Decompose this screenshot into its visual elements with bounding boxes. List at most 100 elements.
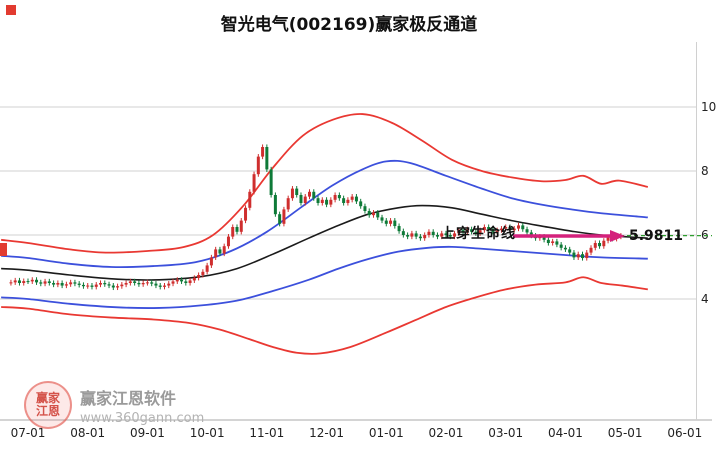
candle-body [393,220,397,227]
candle-body [180,279,184,282]
candle-body [218,249,222,254]
candle-body [380,217,384,221]
candle-body [470,229,474,232]
candle-body [308,191,312,197]
x-axis-label: 02-01 [429,426,464,440]
cross-arrow-head [610,230,625,242]
watermark-text: 赢家江恩软件 www.360gann.com [80,385,204,426]
candle-body [546,239,550,243]
candle-body [56,283,60,285]
channel-line-upper-channel-blue [1,159,648,269]
candle-body [167,283,171,286]
x-axis-label: 11-01 [249,426,284,440]
candle-body [448,235,452,237]
x-axis-label: 03-01 [488,426,523,440]
x-axis-label: 06-01 [667,426,702,440]
candle-body [116,286,120,288]
candle-body [350,196,354,200]
candle-body [491,229,495,232]
candle-body [43,281,47,284]
y-axis-label: 10 [701,100,716,114]
candle-body [99,283,103,285]
candle-body [128,281,132,283]
candle-body [261,147,265,157]
candle-body [235,227,239,232]
candle-body [120,284,124,287]
channel-line-upper-rail-red [1,113,649,254]
candle-body [406,235,410,237]
candle-body [397,226,401,232]
logo-text-top: 赢家 [35,390,60,405]
candle-body [184,281,188,283]
candle-body [64,284,68,286]
candle-body [444,233,448,235]
x-axis-label: 12-01 [309,426,344,440]
candle-body [563,247,567,250]
candle-body [244,207,248,221]
candle-body [457,230,461,234]
candle-body [60,283,64,286]
candle-body [414,233,418,237]
candle-body [474,231,478,234]
y-axis-label: 8 [701,164,709,178]
candle-body [512,228,516,231]
candle-body [231,227,235,237]
candle-body [478,230,482,234]
candle-body [197,275,201,278]
candle-body [30,279,34,282]
candle-body [22,281,26,283]
candle-body [495,230,499,232]
candle-body [47,281,51,283]
candle-body [154,283,158,286]
candle-body [580,254,584,259]
candle-body [39,282,43,284]
candle-body [26,281,30,283]
x-axis-label: 09-01 [130,426,165,440]
candle-body [35,279,39,283]
brand-logo-icon: 赢家 江恩 [24,381,72,429]
candle-body [602,240,606,247]
candle-body [482,227,486,231]
candle-body [141,283,145,285]
candle-body [201,271,205,275]
channel-line-lower-rail-red [1,276,648,355]
candle-body [453,233,457,237]
candle-body [13,280,17,283]
candle-body [150,282,154,284]
current-price-label: 5.9811 [629,228,684,244]
candle-body [226,236,230,247]
candle-body [77,283,81,285]
y-axis-label: 6 [701,228,709,242]
x-axis-label: 08-01 [70,426,105,440]
candle-body [367,211,371,216]
candle-body [346,199,350,203]
candle-body [111,285,115,288]
candle-body [90,285,94,287]
candle-body [312,191,316,199]
candle-body [282,209,286,224]
candle-body [248,191,252,208]
candle-body [525,229,529,233]
candle-body [162,285,166,287]
candle-body [239,220,243,232]
candle-body [427,231,431,235]
candle-body [551,241,555,243]
x-axis-label: 04-01 [548,426,583,440]
candle-body [418,236,422,239]
watermark-brand: 赢家江恩软件 [80,388,177,408]
candle-body [465,229,469,233]
candle-body [572,252,576,258]
candle-body [103,283,107,285]
candle-body [363,206,367,211]
candle-body [384,220,388,224]
candle-body [158,285,162,287]
candle-body [17,280,21,283]
candle-body [303,196,307,203]
candle-body [576,254,580,258]
candle-body [299,195,303,203]
candle-body [559,244,563,248]
x-axis-label: 10-01 [190,426,225,440]
candle-body [359,201,363,207]
candle-body [269,169,273,195]
candle-body [504,227,508,229]
